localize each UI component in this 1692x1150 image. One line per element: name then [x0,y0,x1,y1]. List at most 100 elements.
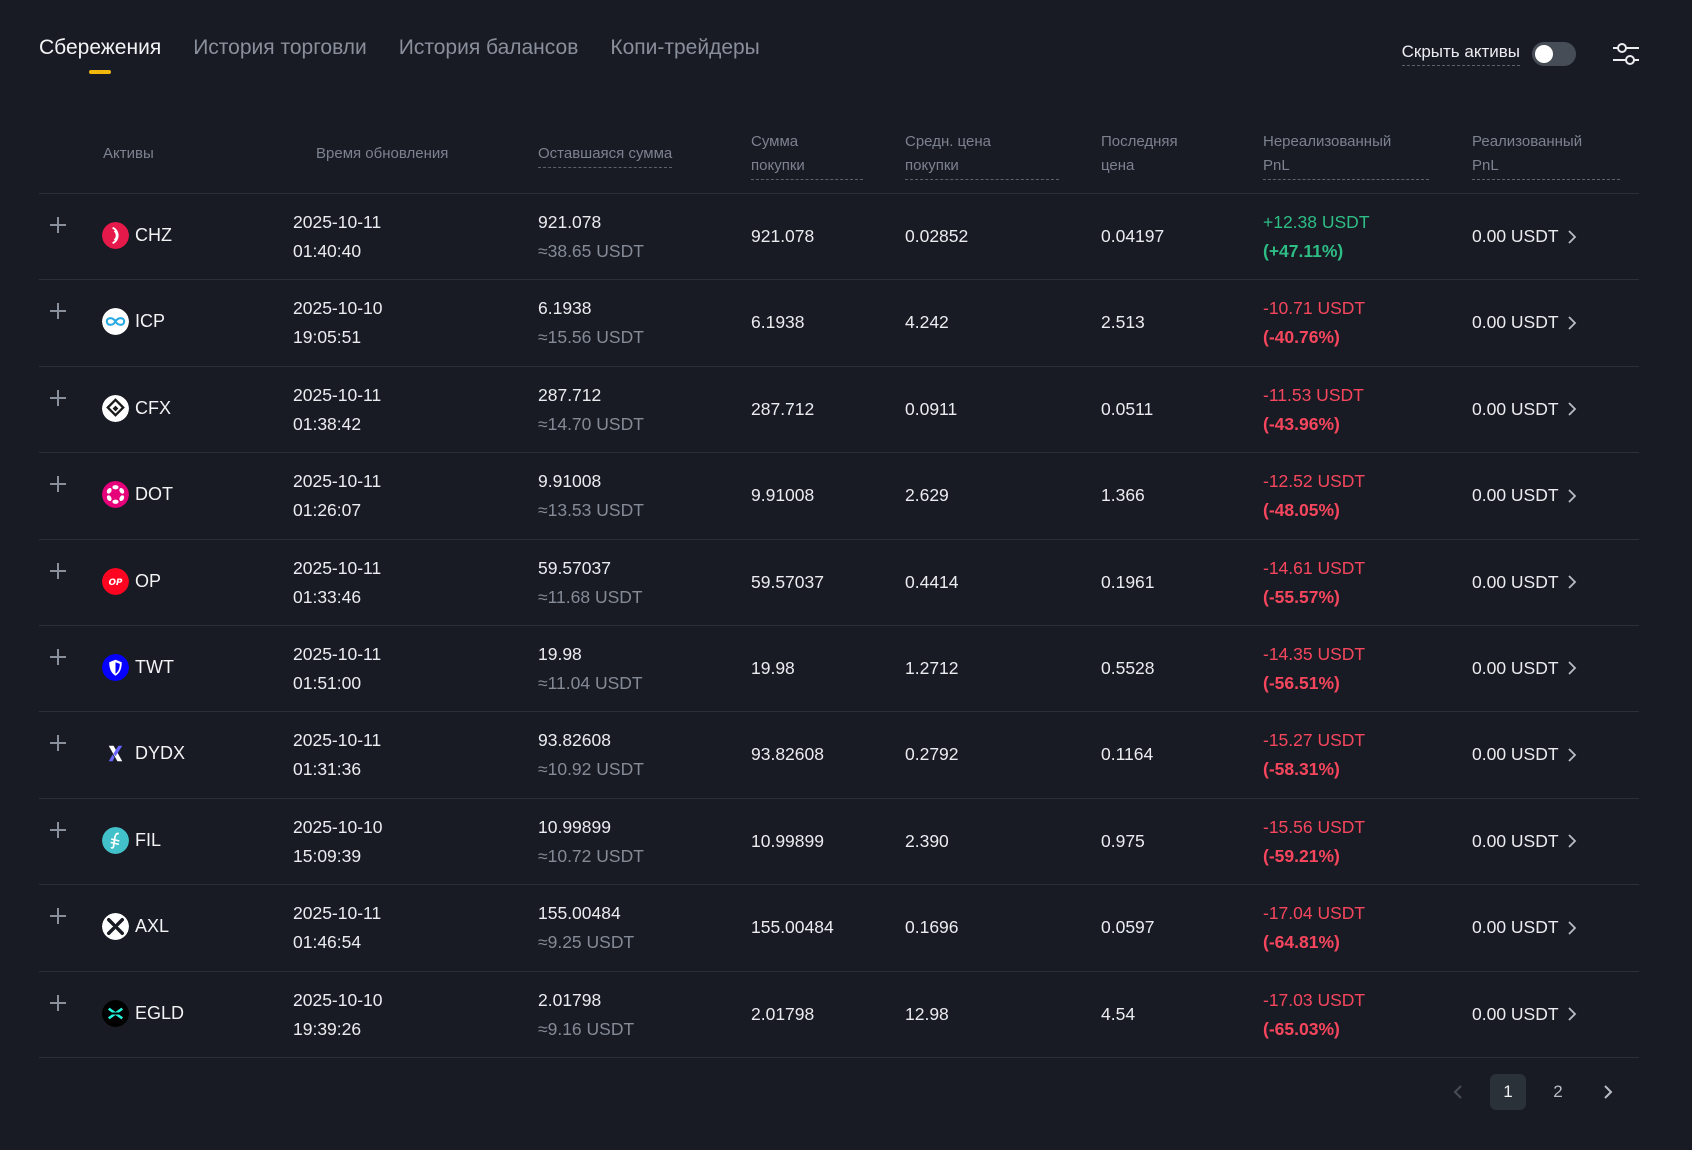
avg-price: 12.98 [905,1003,949,1024]
realized-pnl-link[interactable]: 0.00 USDT [1472,913,1577,942]
hide-assets-toggle[interactable] [1532,42,1576,66]
table-row[interactable]: TWT 2025-10-11 01:51:00 19.98 ≈11.04 USD… [39,626,1639,713]
last-price: 0.1164 [1101,744,1154,765]
remaining-usdt: ≈15.56 USDT [538,327,644,348]
realized-pnl-value: 0.00 USDT [1472,744,1559,765]
asset-symbol: OP [135,570,162,591]
expand-row-button[interactable] [49,562,67,580]
remaining-usdt: ≈11.68 USDT [538,586,643,607]
col-avg-price[interactable]: Средн. цена покупки [905,130,1059,180]
chevron-right-icon [1567,748,1576,762]
updated-time: 19:05:51 [293,327,362,348]
realized-pnl-link[interactable]: 0.00 USDT [1472,654,1577,683]
realized-pnl-link[interactable]: 0.00 USDT [1472,308,1577,337]
avg-price: 0.2792 [905,744,959,765]
remaining-cell: 6.1938 ≈15.56 USDT [538,294,644,352]
prev-page-button[interactable] [1440,1074,1476,1110]
expand-row-button[interactable] [49,907,67,925]
filter-settings-button[interactable] [1610,38,1642,70]
updated-cell: 2025-10-11 01:40:40 [293,208,381,266]
tab-savings[interactable]: Сбережения [39,36,161,74]
remaining-usdt: ≈11.04 USDT [538,672,643,693]
asset-symbol: EGLD [135,1002,185,1023]
table-row[interactable]: EGLD 2025-10-10 19:39:26 2.01798 ≈9.16 U… [39,972,1639,1058]
table-row[interactable]: CHZ 2025-10-11 01:40:40 921.078 ≈38.65 U… [39,194,1639,281]
fil-icon [102,826,129,854]
remaining-amount: 59.57037 [538,557,611,578]
cfx-icon [102,394,129,422]
realized-pnl-link[interactable]: 0.00 USDT [1472,568,1577,597]
hide-assets-label: Скрыть активы [1401,42,1520,66]
tab-bar: Сбережения История торговли История бала… [39,36,760,74]
asset-symbol: CHZ [135,225,172,245]
updated-cell: 2025-10-10 15:09:39 [293,813,383,871]
expand-row-button[interactable] [49,994,67,1012]
avg-price: 1.2712 [905,657,959,678]
updated-date: 2025-10-11 [293,730,382,751]
expand-row-button[interactable] [49,302,67,320]
avg-price: 0.0911 [905,398,958,419]
updated-cell: 2025-10-11 01:38:42 [293,381,381,439]
purchase-amount: 155.00484 [751,917,834,938]
next-page-button[interactable] [1590,1074,1626,1110]
realized-pnl-link[interactable]: 0.00 USDT [1472,827,1577,856]
col-remaining[interactable]: Оставшаяся сумма [538,142,673,168]
asset-symbol: ICP [135,311,166,332]
page-2-button[interactable]: 2 [1553,1082,1563,1101]
unrealized-pnl: -15.27 USDT (-58.31%) [1263,726,1365,784]
asset-symbol: FIL [135,829,162,850]
expand-row-button[interactable] [49,648,67,666]
remaining-cell: 2.01798 ≈9.16 USDT [538,986,634,1044]
remaining-cell: 287.712 ≈14.70 USDT [538,381,644,439]
col-purchase[interactable]: Сумма покупки [751,130,863,180]
updated-cell: 2025-10-11 01:33:46 [293,554,381,612]
table-row[interactable]: FIL 2025-10-10 15:09:39 10.99899 ≈10.72 … [39,799,1639,886]
col-unrealized-pnl[interactable]: Нереализованный PnL [1263,130,1429,180]
expand-row-button[interactable] [49,821,67,839]
table-row[interactable]: DOT 2025-10-11 01:26:07 9.91008 ≈13.53 U… [39,453,1639,540]
chevron-left-icon [1453,1085,1462,1099]
updated-time: 01:40:40 [293,241,362,261]
table-row[interactable]: ICP 2025-10-10 19:05:51 6.1938 ≈15.56 US… [39,280,1639,367]
realized-pnl-value: 0.00 USDT [1472,917,1559,938]
chevron-right-icon [1567,316,1576,330]
sliders-icon [1613,43,1639,65]
tab-copy-traders[interactable]: Копи-трейдеры [610,36,760,59]
realized-pnl-value: 0.00 USDT [1472,1003,1559,1024]
expand-row-button[interactable] [49,734,67,752]
unrealized-pnl: -10.71 USDT (-40.76%) [1263,294,1365,352]
tab-balance-history[interactable]: История балансов [398,36,579,59]
unrealized-pnl: -17.04 USDT (-64.81%) [1263,899,1365,957]
table-row[interactable]: DYDX 2025-10-11 01:31:36 93.82608 ≈10.92… [39,712,1639,799]
avg-price: 2.629 [905,485,949,506]
col-realized-pnl[interactable]: Реализованный PnL [1472,130,1620,180]
purchase-amount: 9.91008 [751,485,815,506]
updated-cell: 2025-10-11 01:51:00 [293,640,381,698]
table-row[interactable]: OP OP 2025-10-11 01:33:46 59.57037 ≈11.6… [39,540,1639,626]
remaining-usdt: ≈38.65 USDT [538,241,644,261]
expand-row-button[interactable] [49,216,67,234]
col-last-price: Последняя цена [1101,133,1178,174]
avg-price: 0.02852 [905,226,969,246]
toggle-knob [1535,45,1553,63]
unrealized-pnl-percent: (+47.11%) [1263,241,1344,261]
expand-row-button[interactable] [49,389,67,407]
realized-pnl-link[interactable]: 0.00 USDT [1472,222,1577,251]
asset-cell: TWT [102,653,174,681]
unrealized-pnl-value: -15.27 USDT [1263,730,1366,751]
realized-pnl-link[interactable]: 0.00 USDT [1472,1000,1577,1029]
last-price: 4.54 [1101,1003,1136,1024]
realized-pnl-link[interactable]: 0.00 USDT [1472,481,1577,510]
updated-date: 2025-10-10 [293,816,383,837]
tab-trade-history[interactable]: История торговли [193,36,367,59]
remaining-amount: 10.99899 [538,816,611,837]
realized-pnl-link[interactable]: 0.00 USDT [1472,395,1577,424]
asset-symbol: AXL [135,916,170,937]
table-row[interactable]: CFX 2025-10-11 01:38:42 287.712 ≈14.70 U… [39,367,1639,454]
last-price: 0.04197 [1101,226,1165,246]
realized-pnl-link[interactable]: 0.00 USDT [1472,740,1577,769]
remaining-amount: 921.078 [538,212,602,232]
table-row[interactable]: AXL 2025-10-11 01:46:54 155.00484 ≈9.25 … [39,885,1639,972]
page-1-button[interactable]: 1 [1490,1074,1526,1110]
expand-row-button[interactable] [49,475,67,493]
